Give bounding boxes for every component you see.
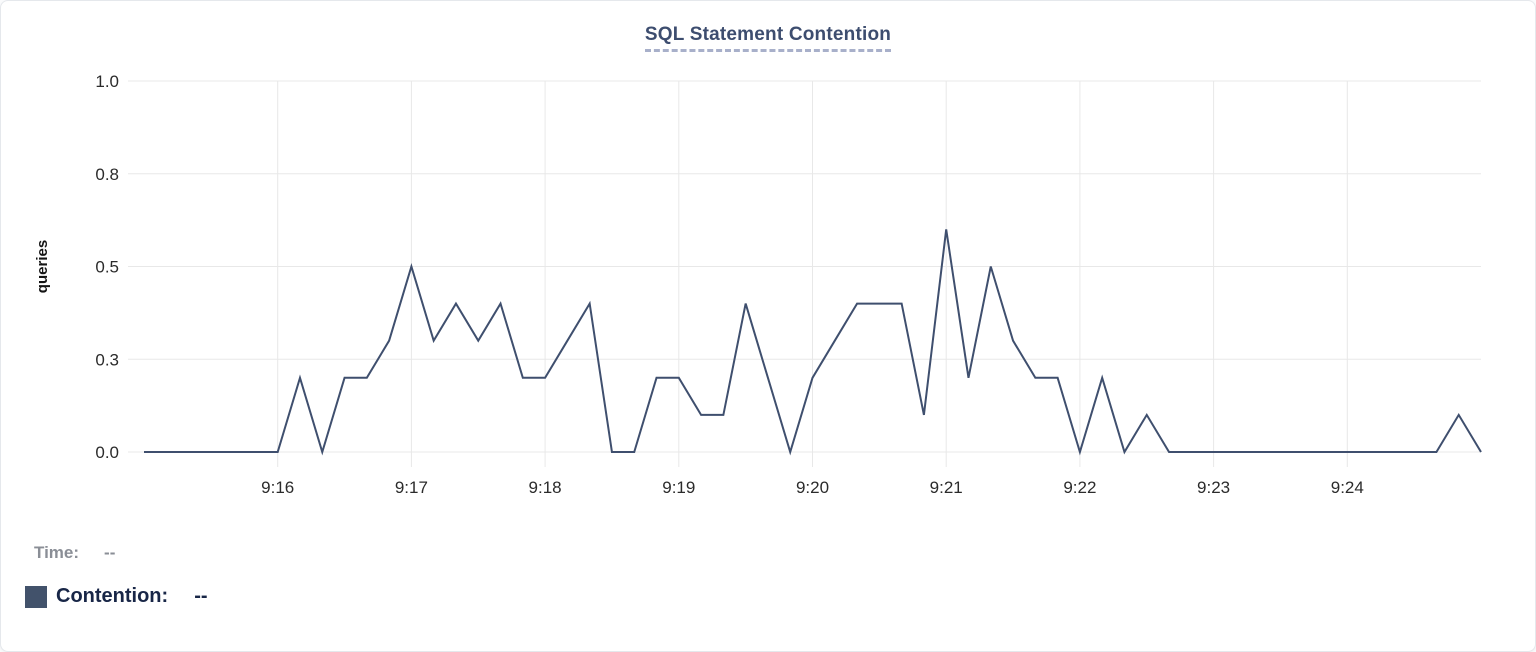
- contention-label: Contention:: [56, 585, 169, 607]
- y-tick-label: 0.5: [95, 258, 119, 277]
- contention-line: [144, 229, 1482, 456]
- x-tick-label: 9:16: [261, 478, 294, 497]
- time-value: --: [104, 543, 116, 562]
- hover-summary: Time: -- Contention: --: [25, 543, 208, 608]
- x-tick-label: 9:24: [1331, 478, 1364, 497]
- x-tick-label: 9:17: [395, 478, 428, 497]
- x-tick-label: 9:22: [1063, 478, 1096, 497]
- chart-title[interactable]: SQL Statement Contention: [644, 24, 892, 52]
- time-label: Time:: [34, 543, 80, 562]
- y-tick-label: 1.0: [95, 72, 119, 91]
- y-axis-title: queries: [34, 240, 51, 293]
- contention-value: --: [194, 585, 208, 607]
- x-tick-label: 9:20: [796, 478, 829, 497]
- x-tick-label: 9:21: [930, 478, 963, 497]
- x-tick-label: 9:23: [1197, 478, 1230, 497]
- y-tick-label: 0.3: [95, 350, 119, 369]
- chart-header: SQL Statement Contention: [1, 1, 1535, 59]
- y-tick-label: 0.8: [95, 165, 119, 184]
- x-tick-label: 9:18: [529, 478, 562, 497]
- y-tick-label: 0.0: [95, 443, 119, 462]
- x-tick-label: 9:19: [662, 478, 695, 497]
- contention-swatch: [25, 585, 47, 608]
- contention-row: Contention: --: [25, 585, 208, 608]
- time-row: Time: --: [34, 543, 208, 563]
- contention-chart[interactable]: 0.0 0.3 0.5 0.8 1.0 9:16 9:17 9:18 9:19 9:20 9:21 9…: [1, 59, 1536, 509]
